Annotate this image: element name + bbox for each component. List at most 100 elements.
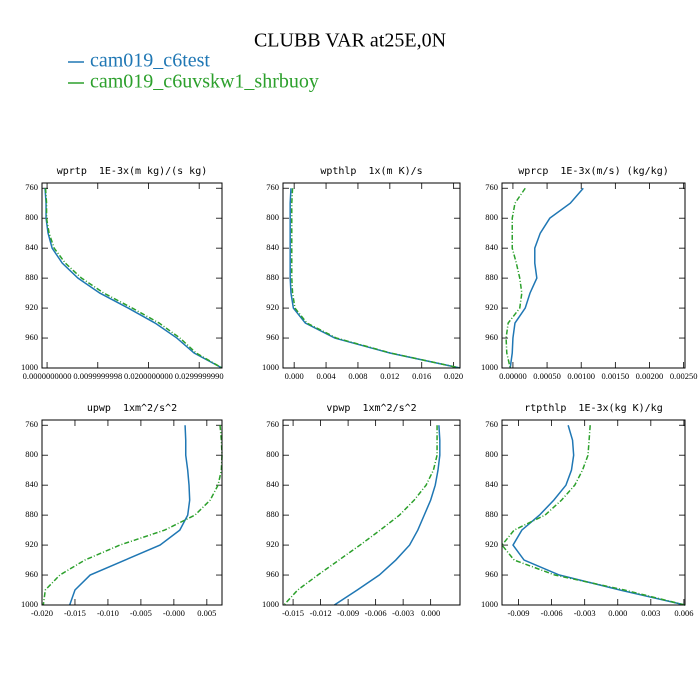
y-tick-label: 1000 [21,362,38,372]
y-tick-label: 880 [25,272,38,282]
series-line [283,425,438,606]
y-tick-label: 760 [485,419,498,429]
legend-label: cam019_c6test [90,50,210,72]
x-tick-label: -0.012 [310,608,332,618]
x-tick-label: -0.006 [365,608,387,618]
y-tick-label: 920 [266,302,279,312]
y-tick-label: 1000 [262,362,279,372]
x-tick-label: -0.005 [130,608,152,618]
panel-title: wprcp 1E-3x(m/s) (kg/kg) [518,166,669,177]
y-tick-label: 840 [25,242,38,252]
y-tick-label: 840 [266,242,279,252]
y-tick-label: 840 [485,242,498,252]
series-line [505,187,526,369]
panel-title: wprtp 1E-3x(m kg)/(s kg) [57,166,208,177]
y-tick-label: 760 [485,182,498,192]
y-tick-label: 960 [266,332,279,342]
figure-title: CLUBB VAR at25E,0N [254,30,446,52]
x-tick-label: -0.003 [574,608,596,618]
legend-label: cam019_c6uvskw1_shrbuoy [90,71,319,93]
plot-frame [282,182,461,369]
x-tick-label: 0.000 [285,371,304,381]
x-tick-label: -0.015 [64,608,86,618]
x-tick-label: 0.006 [674,608,693,618]
x-tick-label: 0.003 [641,608,660,618]
y-tick-label: 880 [266,509,279,519]
x-tick-label: -0.010 [97,608,119,618]
series-line [44,188,223,369]
y-tick-label: 960 [485,332,498,342]
y-tick-label: 920 [25,302,38,312]
x-tick-label: 0.000 [608,608,627,618]
panel-title: rtpthlp 1E-3x(kg K)/kg [524,403,662,414]
x-tick-label: 0.0299999990 [175,371,224,381]
y-tick-label: 960 [266,569,279,579]
x-tick-label: 0.00050 [533,371,561,381]
series-line [501,425,686,606]
x-tick-label: 0.005 [197,608,216,618]
x-tick-label: 0.000 [421,608,440,618]
series-line [512,425,686,606]
y-tick-label: 920 [266,539,279,549]
y-tick-label: 880 [266,272,279,282]
y-tick-label: 960 [485,569,498,579]
y-tick-label: 840 [25,479,38,489]
x-tick-label: 0.016 [412,371,431,381]
x-tick-label: 0.020 [444,371,463,381]
x-tick-label: -0.003 [392,608,414,618]
y-tick-label: 800 [266,449,279,459]
x-tick-label: 0.012 [380,371,399,381]
x-tick-label: -0.009 [337,608,359,618]
y-tick-label: 880 [485,272,498,282]
series-line [44,188,223,369]
x-tick-label: 0.0200000000 [124,371,173,381]
y-tick-label: 840 [266,479,279,489]
y-tick-label: 760 [266,419,279,429]
y-tick-label: 760 [25,182,38,192]
y-tick-label: 920 [485,302,498,312]
x-tick-label: 0.00250 [670,371,698,381]
x-tick-label: 0.0099999998 [73,371,122,381]
y-tick-label: 1000 [481,599,498,609]
x-tick-label: -0.009 [508,608,530,618]
x-tick-label: 0.00150 [602,371,630,381]
y-tick-label: 800 [485,212,498,222]
y-tick-label: 760 [266,182,279,192]
y-tick-label: 960 [25,569,38,579]
y-tick-label: 880 [25,509,38,519]
plot-frame [501,419,686,606]
x-tick-label: 0.0000000000 [23,371,72,381]
plot-frame [282,419,461,606]
y-tick-label: 920 [25,539,38,549]
y-tick-label: 800 [25,449,38,459]
x-tick-label: 0.00000 [499,371,527,381]
y-tick-label: 800 [25,212,38,222]
y-tick-label: 1000 [481,362,498,372]
y-tick-label: 960 [25,332,38,342]
series-line [333,425,441,606]
y-tick-label: 800 [266,212,279,222]
x-tick-label: -0.015 [282,608,304,618]
y-tick-label: 880 [485,509,498,519]
x-tick-label: 0.00100 [567,371,595,381]
x-tick-label: -0.000 [163,608,185,618]
y-tick-label: 1000 [262,599,279,609]
x-tick-label: 0.00200 [636,371,664,381]
x-tick-label: 0.008 [348,371,367,381]
series-line [68,425,191,606]
series-line [291,188,461,369]
y-tick-label: 800 [485,449,498,459]
plot-frame [41,419,223,606]
y-tick-label: 1000 [21,599,38,609]
series-line [509,187,584,369]
panel-title: wpthlp 1x(m K)/s [320,166,422,177]
plot-frame [501,182,686,369]
panel-title: vpwp 1xm^2/s^2 [326,403,416,414]
x-tick-label: -0.006 [541,608,563,618]
y-tick-label: 760 [25,419,38,429]
plot-frame [41,182,223,369]
y-tick-label: 920 [485,539,498,549]
x-tick-label: -0.020 [31,608,53,618]
